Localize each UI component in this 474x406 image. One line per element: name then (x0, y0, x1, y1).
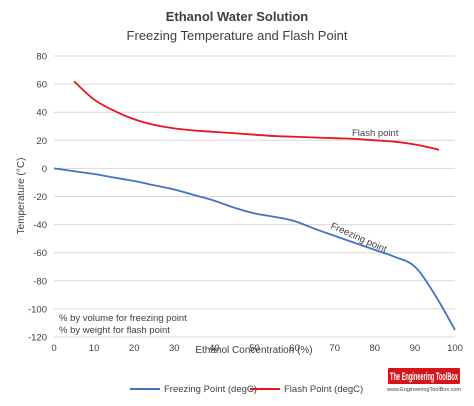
y-tick-label: 60 (36, 80, 47, 91)
y-tick-label: -120 (28, 333, 47, 344)
logo-text: The Engineering ToolBox (390, 371, 458, 383)
x-tick-label: 30 (169, 343, 180, 354)
y-tick-label: -80 (33, 276, 47, 287)
x-tick-label: 90 (410, 343, 421, 354)
y-axis-ticks: 80 60 40 20 0 -20 -40 -60 -80 -100 -120 (28, 52, 47, 344)
y-tick-label: 80 (36, 52, 47, 63)
chart-subtitle: Freezing Temperature and Flash Point (127, 28, 348, 43)
y-tick-label: 40 (36, 108, 47, 119)
x-tick-label: 100 (447, 343, 463, 354)
x-tick-label: 70 (329, 343, 340, 354)
y-tick-label: 0 (42, 164, 47, 175)
series-lines (53, 80, 456, 331)
y-tick-label: 20 (36, 136, 47, 147)
x-tick-label: 50 (249, 343, 260, 354)
engineering-toolbox-logo: The Engineering ToolBox www.EngineeringT… (386, 368, 461, 393)
x-axis-ticks: 0 10 20 30 40 50 60 70 80 90 100 (51, 343, 463, 354)
y-tick-label: -100 (28, 304, 47, 315)
x-tick-label: 40 (209, 343, 220, 354)
freezing-point-line (53, 167, 456, 331)
x-tick-label: 60 (289, 343, 300, 354)
y-tick-label: -40 (33, 220, 47, 231)
flash-point-line (73, 80, 440, 151)
y-axis-label: Temperature (°C) (16, 158, 27, 235)
x-tick-label: 10 (89, 343, 100, 354)
y-tick-label: -60 (33, 248, 47, 259)
chart-title: Ethanol Water Solution (166, 9, 309, 24)
freezing-point-label: Freezing point (329, 221, 389, 256)
legend-flash-label: Flash Point (degC) (284, 384, 363, 395)
x-tick-label: 80 (370, 343, 381, 354)
grid-lines (54, 55, 455, 338)
x-tick-label: 20 (129, 343, 140, 354)
note-weight: % by weight for flash point (59, 325, 170, 336)
x-axis-label: Ethanol Concentration (%) (195, 345, 312, 356)
note-volume: % by volume for freezing point (59, 313, 187, 324)
logo-subtext: www.EngineeringToolBox.com (386, 387, 461, 393)
y-tick-label: -20 (33, 192, 47, 203)
legend-freezing-label: Freezing Point (degC) (164, 384, 257, 395)
flash-point-label: Flash point (352, 128, 399, 139)
x-tick-label: 0 (51, 343, 56, 354)
